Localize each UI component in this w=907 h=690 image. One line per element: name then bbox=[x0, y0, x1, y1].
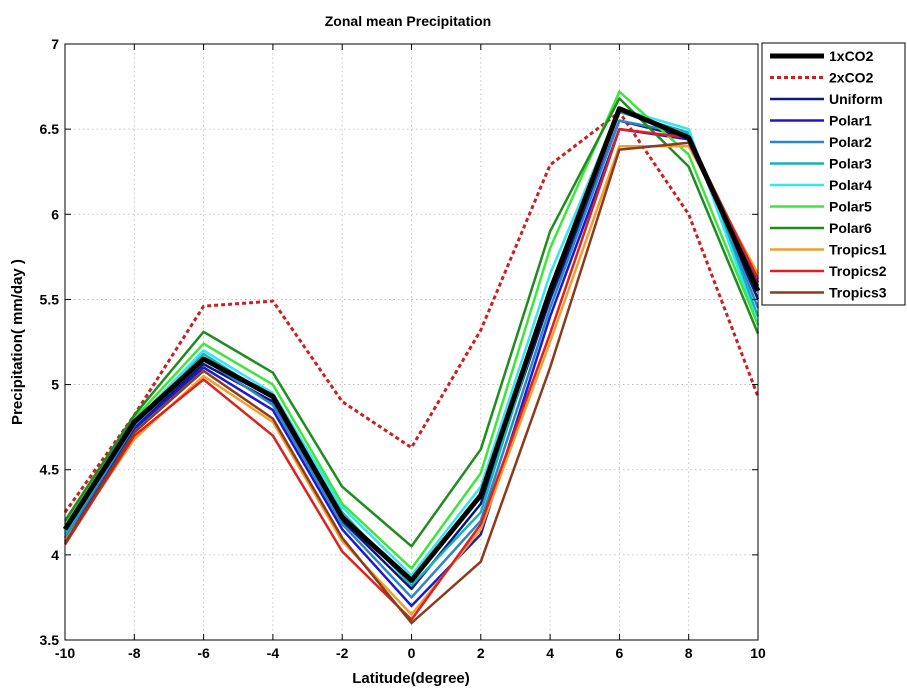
x-tick-label: 4 bbox=[546, 645, 554, 661]
series-line-polar6 bbox=[63, 97, 760, 548]
y-tick-label: 4.5 bbox=[40, 462, 60, 478]
y-tick-label: 3.5 bbox=[40, 632, 60, 648]
series-line-polar3 bbox=[63, 110, 760, 587]
series-lines bbox=[62, 90, 761, 625]
legend-label-tropics2: Tropics2 bbox=[829, 263, 887, 279]
y-tick-label: 7 bbox=[51, 36, 59, 52]
series-line-tropics3 bbox=[63, 141, 760, 625]
x-tick-label: -4 bbox=[267, 645, 280, 661]
ticks: -10 -8 -6 -4 -2 0 2 4 6 8 10 3.5 4 4.5 5 5.5 6 6.5 7 bbox=[40, 36, 766, 661]
legend-box bbox=[761, 42, 906, 306]
x-axis-label: Latitude(degree) bbox=[352, 670, 470, 687]
y-axis-label: Precipitation( mm/day ) bbox=[9, 259, 26, 425]
series-line-1xco2 bbox=[62, 106, 761, 583]
x-tick-label: 6 bbox=[616, 645, 624, 661]
y-tick-label: 5 bbox=[51, 377, 59, 393]
x-tick-label: -6 bbox=[197, 645, 210, 661]
legend-label-polar5: Polar5 bbox=[829, 199, 872, 215]
legend-label-polar3: Polar3 bbox=[829, 156, 872, 172]
legend-label-polar4: Polar4 bbox=[829, 177, 872, 193]
x-tick-label: 0 bbox=[408, 645, 416, 661]
y-tick-label: 6 bbox=[51, 206, 59, 222]
x-tick-label: 2 bbox=[477, 645, 485, 661]
legend-label-polar2: Polar2 bbox=[829, 134, 872, 150]
legend-label-1xco2: 1xCO2 bbox=[829, 48, 874, 64]
legend-label-tropics1: Tropics1 bbox=[829, 242, 887, 258]
x-tick-label: -8 bbox=[128, 645, 141, 661]
x-tick-label: -10 bbox=[55, 645, 75, 661]
legend: 1xCO2 2xCO2 Uniform Polar1 Polar2 Polar3 Polar… bbox=[761, 42, 906, 306]
legend-label-polar6: Polar6 bbox=[829, 220, 872, 236]
series-line-polar1 bbox=[63, 127, 760, 608]
y-tick-label: 4 bbox=[51, 547, 59, 563]
series-line-polar5 bbox=[63, 90, 760, 570]
series-line-polar4 bbox=[63, 107, 760, 577]
legend-label-polar1: Polar1 bbox=[829, 113, 872, 129]
y-tick-label: 5.5 bbox=[40, 291, 60, 307]
legend-label-2xco2: 2xCO2 bbox=[829, 70, 874, 86]
x-tick-label: -2 bbox=[336, 645, 349, 661]
series-line-2xco2 bbox=[63, 110, 760, 514]
legend-label-uniform: Uniform bbox=[829, 91, 883, 107]
x-tick-label: 8 bbox=[685, 645, 693, 661]
y-tick-label: 6.5 bbox=[40, 121, 60, 137]
chart-title: Zonal mean Precipitation bbox=[325, 13, 491, 29]
series-line-tropics2 bbox=[63, 127, 760, 621]
x-tick-label: 10 bbox=[750, 645, 766, 661]
legend-label-tropics3: Tropics3 bbox=[829, 285, 887, 301]
